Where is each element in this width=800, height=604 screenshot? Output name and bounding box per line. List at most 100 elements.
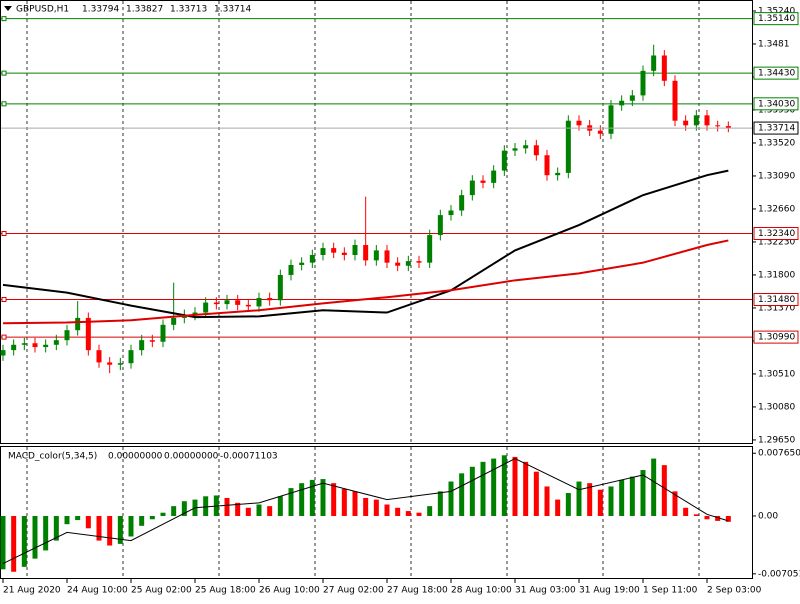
macd-bar [267, 506, 273, 516]
macd-bar [491, 458, 497, 516]
candle-body [256, 297, 262, 307]
candle-body [683, 120, 689, 126]
macd-bar [128, 515, 134, 537]
candle-body [235, 300, 241, 305]
macd-bar [341, 488, 347, 516]
candle-body [544, 155, 550, 176]
level-label-box [753, 66, 799, 80]
macd-bar [117, 515, 123, 544]
last-price-box [753, 121, 799, 135]
price-readout: 1.33714 [214, 5, 251, 15]
candle-body [107, 362, 113, 365]
macd-bar [640, 470, 646, 516]
candle-body [373, 250, 379, 261]
macd-bar [352, 491, 358, 516]
signal-line [2, 458, 729, 565]
indicator-readout: 0.00000000 [108, 452, 163, 462]
level-label-box [753, 97, 799, 111]
last-price-label: 1.33714 [758, 124, 795, 134]
macd-bar [512, 456, 518, 516]
macd-bar [235, 502, 241, 516]
macd-bar [715, 515, 721, 521]
y-tick-label: 0.0076505 [758, 449, 800, 459]
candle-body [320, 248, 326, 255]
macd-bar [203, 496, 209, 516]
macd-bar [480, 461, 486, 516]
candle-body [693, 115, 699, 126]
x-tick-label: 25 Aug 18:00 [195, 586, 256, 596]
macd-bar [523, 461, 529, 516]
candle-body [341, 252, 347, 255]
candle-body [64, 330, 70, 341]
level-label-box [753, 330, 799, 344]
candle-body [288, 264, 294, 275]
macd-bar [597, 489, 603, 516]
indicator-readout: -0.00071103 [220, 452, 278, 462]
x-tick-label: 27 Aug 18:00 [387, 586, 448, 596]
macd-bar [693, 514, 699, 516]
candle-body [160, 324, 166, 342]
level-anchor [1, 101, 7, 107]
macd-bar [21, 515, 27, 567]
candle-body [171, 317, 177, 325]
macd-bar [331, 483, 337, 516]
candle-body [480, 180, 486, 183]
candle-body [672, 80, 678, 121]
x-tick-label: 2 Sep 03:00 [707, 586, 762, 596]
candle-body [213, 302, 219, 305]
candle-body [352, 245, 358, 255]
level-label: 1.35140 [758, 14, 795, 24]
macd-bar [373, 499, 379, 516]
menu-arrow[interactable] [4, 6, 12, 11]
level-label: 1.31480 [758, 295, 795, 305]
macd-bar [427, 506, 433, 516]
macd-bar [565, 493, 571, 516]
candle-body [149, 340, 155, 342]
macd-bar [288, 488, 294, 516]
macd-bar [171, 506, 177, 516]
x-tick-label: 21 Aug 2020 [3, 586, 61, 596]
candle-body [203, 302, 209, 313]
x-tick-label: 26 Aug 10:00 [259, 586, 320, 596]
candle-body [448, 210, 454, 216]
macd-bar [181, 501, 187, 516]
x-tick-label: 28 Aug 10:00 [451, 586, 512, 596]
candle-body [512, 148, 518, 151]
macd-bar [725, 515, 731, 522]
candle-body [384, 250, 390, 263]
macd-bar [245, 507, 251, 516]
macd-bar [309, 479, 315, 516]
candle-body [43, 344, 49, 348]
candle-body [533, 145, 539, 156]
candle-body [555, 172, 561, 176]
candle-body [651, 55, 657, 71]
macd-bar [0, 515, 6, 570]
macd-bar [544, 486, 550, 516]
x-tick-label: 24 Aug 10:00 [67, 586, 128, 596]
candle-body [224, 300, 230, 305]
candle-body [85, 317, 91, 351]
candle-body [192, 312, 198, 315]
macd-bar [619, 479, 625, 516]
price-readout: 1.33794 [82, 5, 119, 15]
candle-body [576, 120, 582, 126]
candle-body [75, 317, 81, 331]
candle-body [640, 70, 646, 96]
macd-bar [608, 486, 614, 516]
y-tick-label: 1.33950 [758, 105, 795, 115]
macd-bar [139, 515, 145, 526]
candle-body [597, 130, 603, 134]
main-frame [0, 0, 753, 444]
macd-bar [224, 497, 230, 516]
x-tick-label: 31 Aug 03:00 [515, 586, 576, 596]
y-tick-label: 1.30080 [758, 402, 795, 412]
macd-frame [0, 446, 753, 579]
macd-bar [405, 511, 411, 516]
indicator-readout: 0.00000000 [164, 452, 219, 462]
candle-body [725, 126, 731, 129]
y-tick-label: 1.35240 [758, 6, 795, 16]
y-tick-label: 1.33520 [758, 138, 795, 148]
candle-body [331, 248, 337, 253]
